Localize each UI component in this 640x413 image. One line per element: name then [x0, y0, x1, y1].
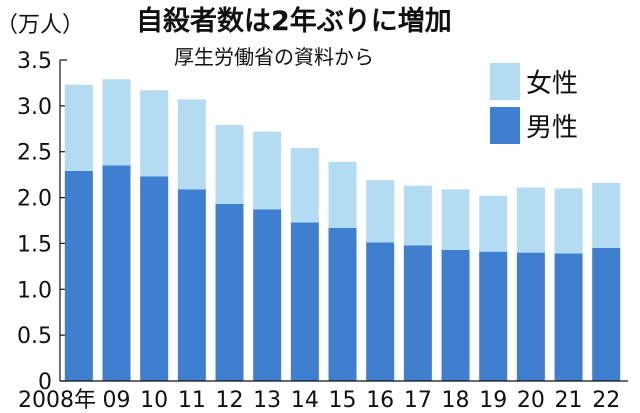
legend-label-male: 男性 — [526, 113, 578, 143]
y-tick-label: 2.5 — [17, 141, 52, 166]
chart-title: 自殺者数は2年ぶりに増加 — [136, 5, 452, 37]
bar-segment-male — [253, 209, 282, 381]
x-tick-label: 17 — [404, 388, 432, 413]
bar-segment-male — [290, 222, 319, 381]
bar-segment-male — [102, 165, 131, 381]
bar-segment-female — [479, 195, 508, 252]
bar-segment-male — [366, 242, 395, 381]
x-tick-label: 12 — [216, 388, 244, 413]
bar-segment-male — [441, 249, 470, 381]
y-tick-label: 0.5 — [17, 324, 52, 349]
x-tick-label: 19 — [479, 388, 507, 413]
bars — [64, 79, 621, 381]
bar-segment-female — [328, 161, 357, 228]
x-tick-label: 22 — [592, 388, 620, 413]
bar-segment-female — [366, 180, 395, 243]
legend-label-female: 女性 — [526, 69, 578, 99]
y-tick-label: 0 — [38, 370, 52, 395]
bar-segment-male — [592, 248, 621, 381]
bar-segment-male — [64, 170, 93, 381]
bar-segment-male — [140, 176, 169, 381]
x-tick-label: 2008年 — [18, 388, 96, 413]
bar-segment-male — [177, 189, 206, 381]
x-tick-label: 14 — [291, 388, 319, 413]
x-axis: 2008年 09 10 11 12 13 14 15 16 17 18 19 20 21 22 — [18, 380, 628, 413]
bar-segment-female — [253, 131, 282, 210]
x-tick-label: 09 — [103, 388, 131, 413]
y-axis: 0 0.5 1.0 1.5 2.0 2.5 3.0 3.5 — [17, 49, 67, 395]
y-tick-label: 3.0 — [17, 95, 52, 120]
bar-segment-male — [328, 227, 357, 381]
bar-segment-female — [140, 90, 169, 177]
bar-segment-female — [516, 187, 545, 253]
x-tick-label: 13 — [253, 388, 281, 413]
bar-segment-female — [403, 185, 432, 246]
y-tick-label: 1.5 — [17, 232, 52, 257]
y-tick-label: 1.0 — [17, 278, 52, 303]
x-tick-label: 11 — [178, 388, 206, 413]
x-tick-label: 21 — [555, 388, 583, 413]
bar-segment-female — [290, 148, 319, 223]
y-tick-label: 2.0 — [17, 187, 52, 212]
bar-segment-female — [102, 79, 131, 166]
bar-segment-female — [441, 189, 470, 250]
chart-subtitle: 厚生労働省の資料から — [174, 45, 374, 69]
legend-swatch-male — [490, 107, 520, 144]
bar-segment-female — [64, 84, 93, 171]
bar-segment-female — [554, 188, 583, 254]
bar-segment-male — [403, 245, 432, 381]
bar-segment-female — [215, 125, 244, 204]
x-tick-label: 20 — [517, 388, 545, 413]
bar-segment-female — [592, 182, 621, 249]
x-tick-label: 18 — [442, 388, 470, 413]
legend-swatch-female — [490, 63, 520, 100]
y-tick-label: 3.5 — [17, 49, 52, 74]
bar-segment-male — [516, 252, 545, 381]
x-tick-label: 16 — [366, 388, 394, 413]
bar-segment-male — [554, 253, 583, 381]
x-tick-label: 15 — [329, 388, 357, 413]
x-tick-label: 10 — [140, 388, 168, 413]
unit-label: （万人） — [0, 13, 84, 38]
bar-segment-male — [215, 203, 244, 381]
bar-segment-female — [177, 99, 206, 190]
bar-segment-male — [479, 251, 508, 381]
